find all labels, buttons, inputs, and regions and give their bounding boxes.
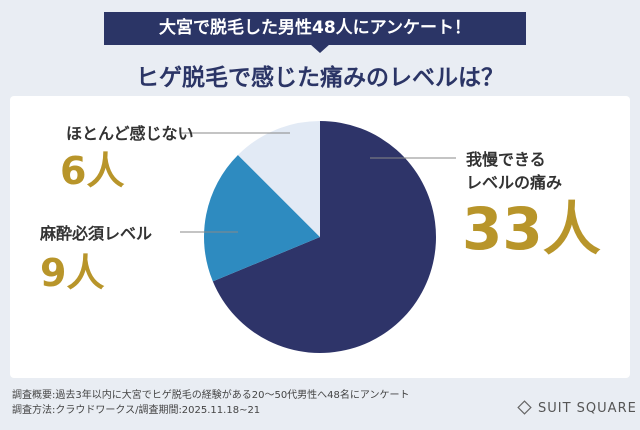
category-label: 我慢できる レベルの痛み (466, 150, 563, 192)
category-label: ほとんど感じない (66, 124, 194, 143)
category-label: 麻酔必須レベル (40, 224, 153, 243)
leader-lines (180, 132, 456, 233)
value-label: 6人 (60, 149, 125, 193)
logo: SUIT SQUARE (538, 401, 637, 416)
banner: 大宮で脱毛した男性48人にアンケート！ (104, 12, 526, 45)
pie-slice (204, 154, 320, 282)
pie-slice (212, 121, 436, 353)
logo-icon (517, 400, 532, 415)
value-label: 9人 (40, 251, 105, 295)
value-label: 33人 (462, 195, 601, 263)
chart-title: ヒゲ脱毛で感じた痛みのレベルは？ (136, 65, 504, 91)
footnote: 調査方法:クラウドワークス/調査期間:2025.11.18~21 (12, 405, 261, 416)
banner-notch (310, 44, 330, 53)
pie-slice (237, 121, 320, 237)
footnote: 調査概要:過去3年以内に大宮でヒゲ脱毛の経験がある20～50代男性へ48名にアン… (12, 390, 410, 401)
